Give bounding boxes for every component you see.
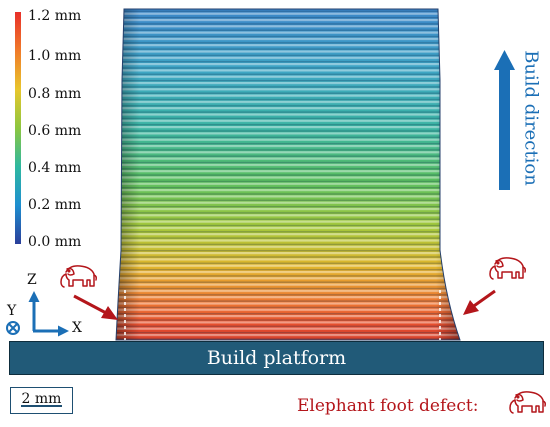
elephant-icon bbox=[489, 257, 526, 280]
color-scale-tick: 0.8 mm bbox=[28, 86, 82, 102]
build-direction-label: Build direction bbox=[520, 50, 542, 186]
elephant-icon bbox=[60, 265, 97, 288]
build-platform: Build platform bbox=[9, 341, 544, 375]
color-scale-tick: 0.0 mm bbox=[28, 234, 82, 250]
x-axis-label: X bbox=[72, 320, 82, 336]
printed-specimen bbox=[115, 8, 461, 341]
z-axis-arrowhead bbox=[28, 291, 40, 302]
color-scale-tick: 0.6 mm bbox=[28, 123, 82, 139]
z-axis-label: Z bbox=[27, 272, 37, 288]
scale-bar-label: 2 mm bbox=[21, 391, 62, 407]
defect-legend-label: Elephant foot defect: bbox=[297, 396, 479, 416]
color-scale-tick: 1.2 mm bbox=[28, 8, 82, 24]
build-platform-label: Build platform bbox=[206, 347, 347, 369]
color-scale-tick: 0.2 mm bbox=[28, 197, 82, 213]
scale-bar-line bbox=[21, 405, 62, 407]
color-scale-tick: 0.4 mm bbox=[28, 160, 82, 176]
y-axis-into-page-icon bbox=[6, 321, 20, 335]
y-axis-label: Y bbox=[7, 303, 17, 319]
coordinate-axes bbox=[6, 291, 69, 337]
color-scale-tick: 1.0 mm bbox=[28, 48, 82, 64]
build-direction-arrow bbox=[494, 50, 515, 190]
scale-bar: 2 mm bbox=[10, 387, 73, 414]
defect-arrow-right bbox=[463, 289, 496, 315]
elephant-icon bbox=[509, 391, 546, 414]
x-axis-arrowhead bbox=[58, 325, 69, 337]
defect-arrow-left bbox=[73, 294, 118, 320]
color-scale-bar bbox=[15, 12, 21, 244]
